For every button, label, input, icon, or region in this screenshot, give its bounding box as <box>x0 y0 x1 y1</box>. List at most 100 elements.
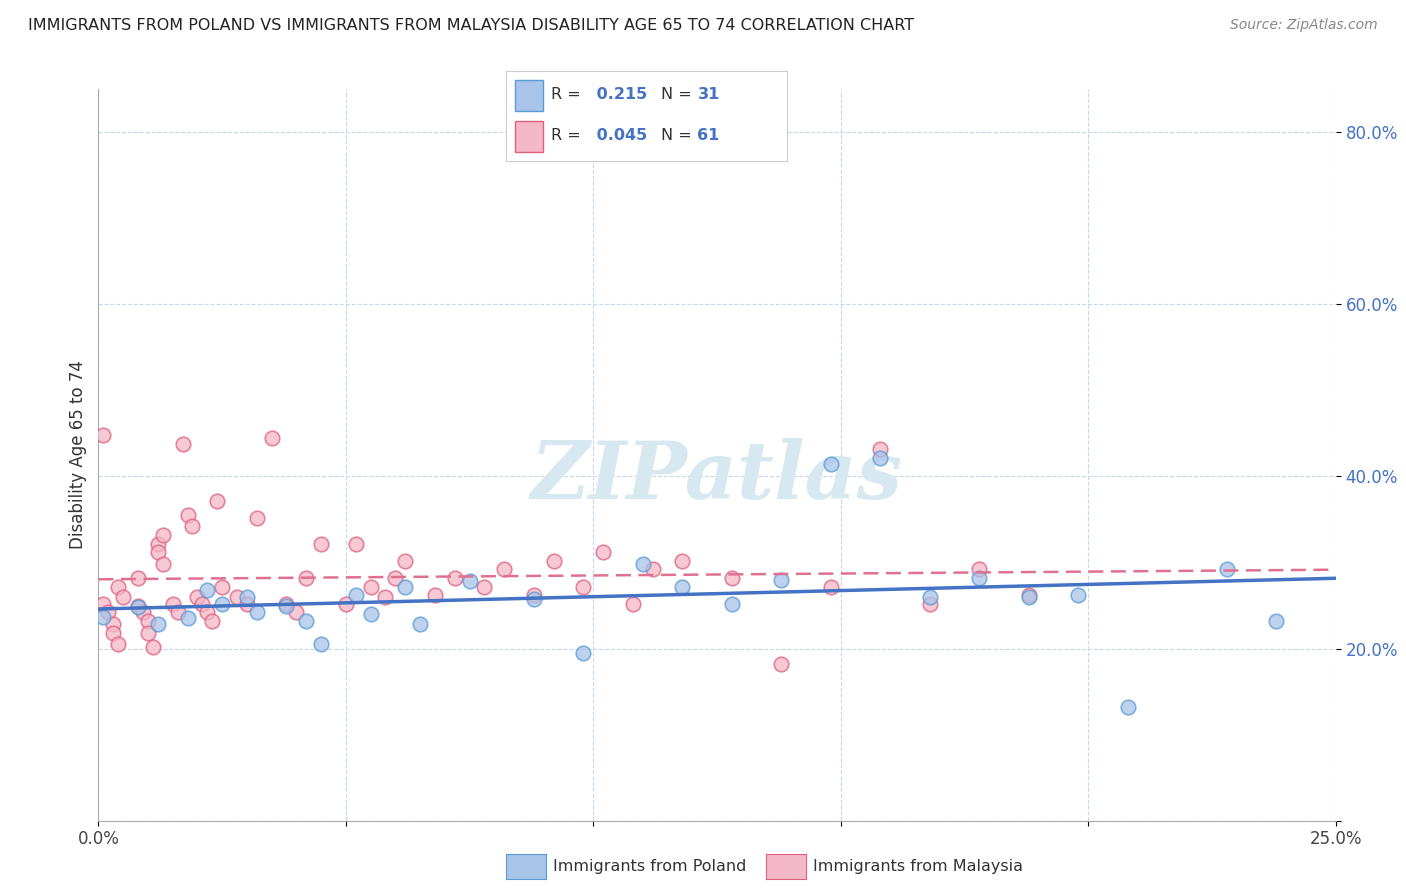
Point <box>236 597 259 611</box>
Point <box>142 640 165 654</box>
Point <box>918 597 941 611</box>
Point <box>295 614 318 628</box>
Point <box>246 606 269 620</box>
Point <box>201 614 224 628</box>
Point <box>93 609 115 624</box>
Point <box>344 536 367 550</box>
Point <box>641 562 664 576</box>
Point <box>176 508 198 523</box>
Point <box>1216 562 1239 576</box>
Text: Immigrants from Malaysia: Immigrants from Malaysia <box>813 859 1022 873</box>
Text: 31: 31 <box>697 87 720 102</box>
Point <box>969 571 991 585</box>
Point <box>166 606 188 620</box>
Text: Source: ZipAtlas.com: Source: ZipAtlas.com <box>1230 18 1378 32</box>
Point <box>1116 700 1139 714</box>
Point <box>394 554 416 568</box>
FancyBboxPatch shape <box>515 80 543 111</box>
Point <box>276 599 298 613</box>
Text: R =: R = <box>551 128 586 143</box>
Point <box>1018 588 1040 602</box>
Point <box>127 571 149 585</box>
Point <box>969 562 991 576</box>
Point <box>721 571 744 585</box>
Point <box>360 607 382 621</box>
Point <box>820 580 842 594</box>
Point <box>226 590 249 604</box>
Point <box>181 519 204 533</box>
Text: 0.215: 0.215 <box>591 87 647 102</box>
Point <box>107 637 129 651</box>
Point <box>152 528 174 542</box>
Point <box>335 597 357 611</box>
Point <box>211 580 233 594</box>
Point <box>374 590 396 604</box>
Point <box>671 580 693 594</box>
Text: IMMIGRANTS FROM POLAND VS IMMIGRANTS FROM MALAYSIA DISABILITY AGE 65 TO 74 CORRE: IMMIGRANTS FROM POLAND VS IMMIGRANTS FRO… <box>28 18 914 33</box>
Point <box>384 571 406 585</box>
Text: N =: N = <box>661 128 697 143</box>
Point <box>770 657 793 671</box>
Point <box>360 580 382 594</box>
Point <box>112 590 135 604</box>
Point <box>474 580 496 594</box>
Point <box>1018 590 1040 604</box>
Point <box>285 606 308 620</box>
Point <box>869 442 891 456</box>
Point <box>423 588 446 602</box>
Point <box>671 554 693 568</box>
Point <box>152 558 174 572</box>
Point <box>132 606 155 620</box>
Point <box>592 545 614 559</box>
Point <box>523 591 546 606</box>
Point <box>146 617 169 632</box>
Point <box>1067 588 1090 602</box>
Point <box>621 597 644 611</box>
Point <box>107 580 129 594</box>
Point <box>494 562 516 576</box>
Text: 61: 61 <box>697 128 720 143</box>
Text: Immigrants from Poland: Immigrants from Poland <box>553 859 747 873</box>
Point <box>172 436 194 450</box>
Point <box>146 536 169 550</box>
Point <box>162 597 184 611</box>
Point <box>146 545 169 559</box>
Point <box>103 617 125 632</box>
Point <box>211 597 233 611</box>
Point <box>309 637 332 651</box>
Point <box>523 588 546 602</box>
Point <box>127 599 149 613</box>
Point <box>543 554 565 568</box>
Y-axis label: Disability Age 65 to 74: Disability Age 65 to 74 <box>69 360 87 549</box>
Point <box>260 431 283 445</box>
FancyBboxPatch shape <box>515 121 543 152</box>
Point <box>631 558 654 572</box>
Point <box>136 614 159 628</box>
Point <box>572 646 595 660</box>
Point <box>869 450 891 465</box>
Text: 0.045: 0.045 <box>591 128 647 143</box>
Point <box>309 536 332 550</box>
Point <box>93 597 115 611</box>
Point <box>191 597 214 611</box>
Point <box>770 573 793 587</box>
Point <box>1265 614 1288 628</box>
Point <box>344 588 367 602</box>
Point <box>443 571 465 585</box>
Point <box>93 428 115 442</box>
Point <box>236 590 259 604</box>
Point <box>276 597 298 611</box>
Point <box>918 590 941 604</box>
Point <box>186 590 208 604</box>
Point <box>820 457 842 471</box>
Point <box>176 611 198 625</box>
Point <box>103 626 125 640</box>
Point <box>246 510 269 524</box>
Point <box>136 626 159 640</box>
Text: R =: R = <box>551 87 586 102</box>
Point <box>295 571 318 585</box>
Point <box>127 600 149 615</box>
Point <box>409 617 432 632</box>
Point <box>205 493 228 508</box>
Point <box>195 606 218 620</box>
